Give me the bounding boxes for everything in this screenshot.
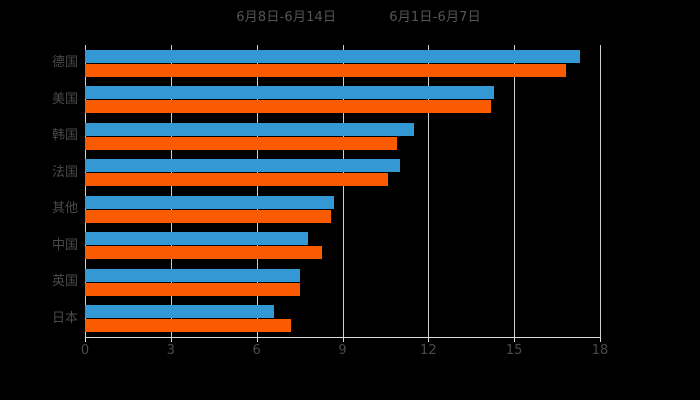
bar-group xyxy=(85,232,600,260)
bar-group xyxy=(85,49,600,77)
y-axis-tick-label: 中国 xyxy=(51,237,78,253)
legend-label-series-1: 6月1日-6月7日 xyxy=(389,9,481,25)
legend-item-series-0[interactable]: 6月8日-6月14日 xyxy=(219,11,336,24)
x-axis-tick-mark xyxy=(342,337,344,342)
x-axis-tick-label: 9 xyxy=(338,343,347,358)
x-axis-tick-label: 3 xyxy=(166,343,175,358)
bar[interactable] xyxy=(85,305,274,319)
bar[interactable] xyxy=(85,100,492,114)
bar[interactable] xyxy=(85,49,580,63)
bar[interactable] xyxy=(85,122,415,136)
gridline-x-0 xyxy=(85,45,86,337)
x-axis-tick-mark xyxy=(85,337,86,342)
bar[interactable] xyxy=(85,282,300,296)
gridline-x-9 xyxy=(342,45,344,337)
x-axis-labels: 0 3 6 9 12 15 18 xyxy=(0,344,700,362)
gridline-x-18 xyxy=(600,45,601,337)
gridline-x-6 xyxy=(256,45,258,337)
bar[interactable] xyxy=(85,173,389,187)
bar-group xyxy=(85,122,600,150)
y-axis-tick-label: 美国 xyxy=(51,91,78,107)
chart-legend: 6月8日-6月14日 6月1日-6月7日 xyxy=(0,6,700,28)
y-axis-labels: 德国美国韩国法国其他中国英国日本 xyxy=(0,45,78,337)
x-axis-tick-mark xyxy=(428,337,430,342)
bar[interactable] xyxy=(85,268,300,282)
gridline-x-3 xyxy=(170,45,172,337)
x-axis-tick-label: 15 xyxy=(505,343,523,358)
x-axis-tick-mark xyxy=(600,337,601,342)
x-axis-tick-mark xyxy=(170,337,172,342)
circle-marker-icon xyxy=(219,12,229,22)
x-axis-tick-label: 18 xyxy=(591,343,609,358)
bar[interactable] xyxy=(85,209,332,223)
x-axis-tick-label: 12 xyxy=(420,343,437,358)
gridline-x-12 xyxy=(428,45,430,337)
x-axis-tick-mark xyxy=(256,337,258,342)
bar[interactable] xyxy=(85,232,309,246)
bar-group xyxy=(85,86,600,114)
bar-group xyxy=(85,305,600,333)
bar-group xyxy=(85,195,600,223)
bar[interactable] xyxy=(85,246,323,260)
gridline-x-15 xyxy=(514,45,516,337)
legend-item-series-1[interactable]: 6月1日-6月7日 xyxy=(372,11,481,24)
bar[interactable] xyxy=(85,136,397,150)
bar[interactable] xyxy=(85,195,334,209)
y-axis-tick-label: 日本 xyxy=(51,310,78,326)
bar[interactable] xyxy=(85,86,495,100)
legend-label-series-0: 6月8日-6月14日 xyxy=(236,9,337,25)
x-axis-tick-label: 6 xyxy=(252,343,261,358)
bar[interactable] xyxy=(85,63,566,77)
y-axis-tick-label: 其他 xyxy=(51,201,78,217)
y-axis-tick-label: 德国 xyxy=(51,55,78,71)
y-axis-tick-label: 韩国 xyxy=(51,128,78,144)
bar-group xyxy=(85,159,600,187)
bar-group xyxy=(85,268,600,296)
bar[interactable] xyxy=(85,159,400,173)
x-axis-tick-mark xyxy=(514,337,516,342)
x-axis-tick-label: 0 xyxy=(80,343,90,358)
bar[interactable] xyxy=(85,319,291,333)
y-axis-tick-label: 法国 xyxy=(51,164,78,180)
y-axis-tick-label: 英国 xyxy=(51,274,78,290)
plot-area xyxy=(85,45,601,337)
square-marker-icon xyxy=(372,12,382,22)
